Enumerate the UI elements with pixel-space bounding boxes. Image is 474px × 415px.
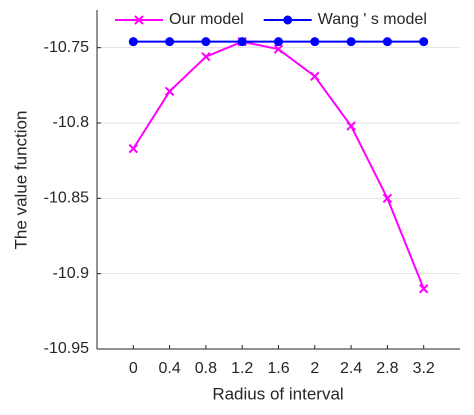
y-tick-label: -10.95 [44,340,89,357]
x-tick-label: 0.4 [158,360,180,377]
marker [310,37,320,47]
x-axis-label: Radius of interval [212,384,343,403]
x-tick-label: 2.8 [376,360,398,377]
marker [418,284,429,294]
legend-marker [283,15,293,25]
series-line [132,40,425,290]
marker [201,51,211,62]
marker [128,143,139,154]
marker [419,37,429,47]
x-tick-label: 0 [129,360,138,377]
x-tick-label: 1.6 [267,360,289,377]
marker [346,37,356,47]
marker [201,37,211,47]
legend-label: Wang ' s model [318,11,427,28]
legend-marker [134,15,144,25]
y-axis-label: The value function [11,111,30,250]
marker [274,37,283,47]
y-tick-label: -10.85 [44,190,89,207]
marker [382,37,392,47]
x-tick-label: 2 [310,360,319,377]
marker [128,37,138,47]
marker [346,121,356,131]
y-tick-label: -10.8 [53,114,90,131]
y-tick-label: -10.75 [44,39,89,56]
y-tick-label: -10.9 [53,265,90,282]
marker [310,71,320,82]
marker [273,44,284,54]
marker [382,193,393,204]
x-tick-label: 3.2 [413,360,435,377]
x-tick-label: 0.8 [195,360,217,377]
x-tick-label: 1.2 [231,360,253,377]
legend-label: Our model [169,11,244,28]
x-tick-label: 2.4 [340,360,362,377]
marker [164,86,175,97]
marker [165,37,175,47]
marker [237,37,247,47]
